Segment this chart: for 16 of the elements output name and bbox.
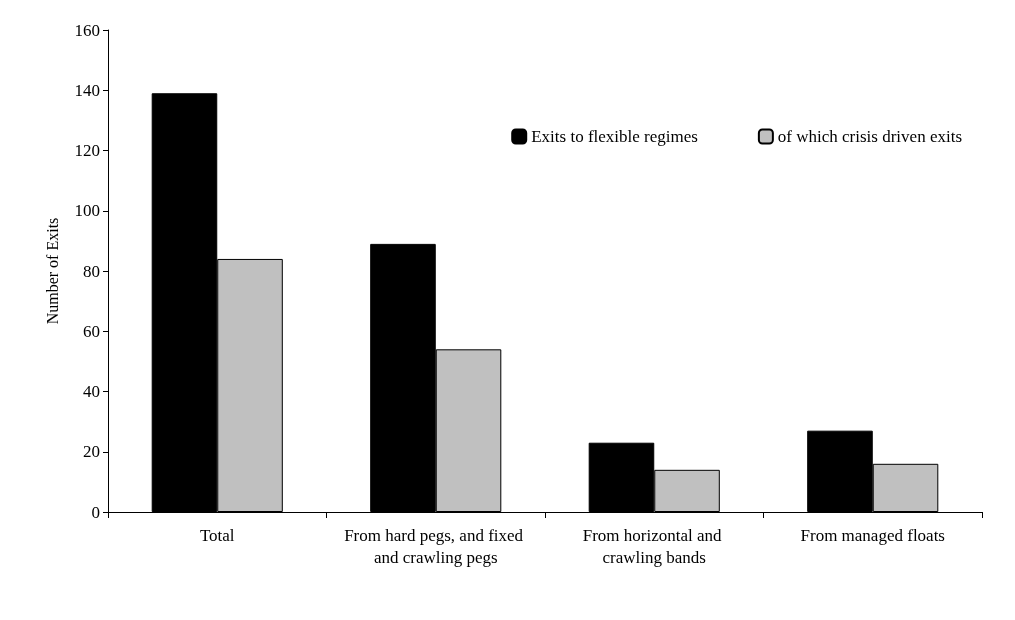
legend-label: of which crisis driven exits xyxy=(777,127,963,146)
x-tick-label: From hard pegs, and fixed and crawling pegs xyxy=(344,525,528,567)
x-tick-label: From horizontal and crawling bands xyxy=(582,525,726,567)
y-tick-label: 120 xyxy=(74,141,100,160)
legend-label: Exits to flexible regimes xyxy=(531,127,698,146)
y-tick-label: 0 xyxy=(91,502,100,522)
x-tick-label: Total xyxy=(199,525,235,545)
y-tick-label: 80 xyxy=(83,261,100,281)
y-tick-label: 40 xyxy=(83,382,100,401)
y-tick-label: 140 xyxy=(74,80,100,100)
y-tick-label: 100 xyxy=(74,201,100,221)
x-tick-label: From managed floats xyxy=(800,525,945,545)
y-tick-label: 20 xyxy=(83,442,100,462)
y-tick-label: 160 xyxy=(74,20,100,40)
y-axis-title: Number of Exits xyxy=(43,217,61,325)
y-tick-label: 60 xyxy=(83,321,100,341)
